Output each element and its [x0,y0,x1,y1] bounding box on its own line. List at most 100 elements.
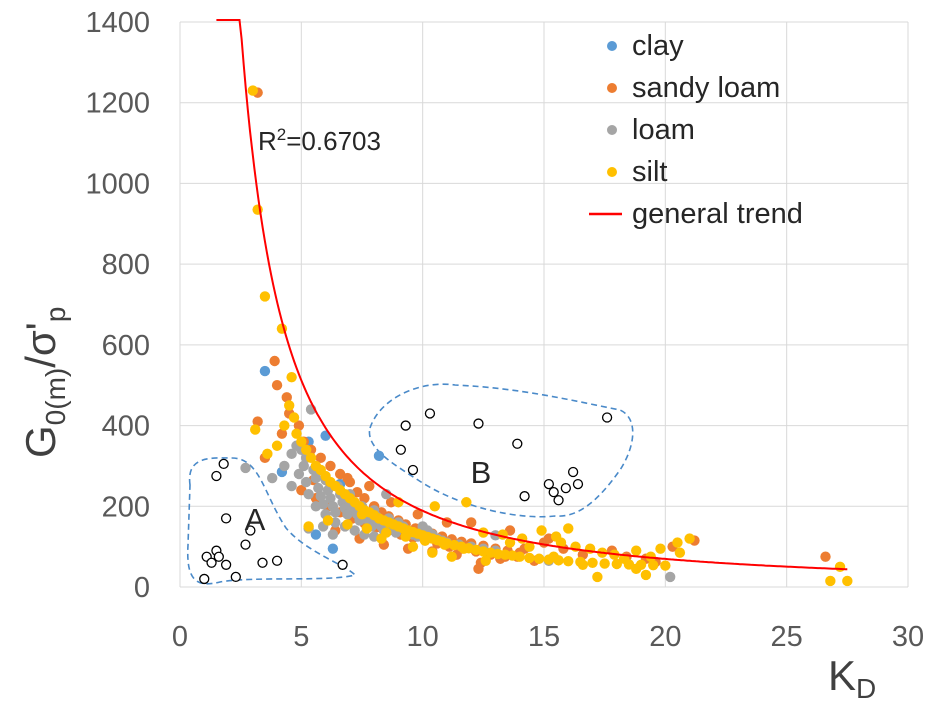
y-tick-label: 1200 [85,88,150,120]
point-silt [305,452,317,464]
point-silt [655,543,666,554]
x-tick-label: 20 [649,621,681,653]
point-open-circles [218,458,229,470]
x-tick-label: 5 [293,621,309,653]
point-silt [288,412,300,423]
point-silt [660,560,671,571]
x-tick-label: 10 [407,621,439,653]
point-open-circles [337,559,348,570]
legend-clay-marker [607,41,617,51]
region-b-outline [368,383,634,518]
point-silt [834,561,846,573]
point-silt [524,552,535,564]
point-silt [250,424,261,435]
point-silt [291,428,302,439]
x-tick-label: 25 [771,621,803,653]
point-open-circles [548,487,559,498]
point-open-circles [543,478,555,490]
point-sandy-loam [276,428,288,439]
point-silt [536,525,547,536]
point-loam [315,490,326,502]
point-sandy-loam [412,509,424,520]
point-silt [262,448,273,460]
point-silt [524,541,535,552]
point-silt [684,533,695,544]
legend-sandy-loam-label: sandy loam [632,72,780,104]
point-silt [587,557,598,568]
point-open-circles [473,418,484,429]
point-loam [300,476,312,488]
legend-sandy-loam-marker [607,83,617,93]
point-open-circles [560,482,571,494]
point-sandy-loam [466,517,477,528]
point-open-circles [395,444,406,455]
point-open-circles [245,525,256,536]
point-silt [271,440,283,451]
point-silt [407,541,419,552]
point-open-circles [220,513,232,524]
gridlines [179,21,909,588]
point-open-circles [407,464,419,476]
point-silt [825,575,836,587]
point-loam [342,509,353,520]
point-silt [648,560,659,571]
point-open-circles [601,412,613,423]
point-silt [356,509,368,520]
region-outlines [186,383,634,585]
point-silt [563,523,574,534]
point-sandy-loam [252,416,263,427]
point-open-circles [400,420,411,431]
point-sandy-loam [315,452,326,464]
point-sandy-loam [342,472,353,484]
point-silt [429,501,440,512]
point-clay [310,529,322,540]
point-loam [310,472,322,484]
point-sandy-loam [281,392,292,403]
point-silt [599,558,610,569]
point-silt [631,545,642,556]
point-silt [504,537,516,548]
point-open-circles [572,478,584,490]
point-silt [480,555,491,566]
point-silt [550,531,562,542]
point-loam [664,571,676,583]
point-silt [631,563,642,575]
point-sandy-loam [473,563,484,575]
point-open-circles [512,438,523,449]
point-loam [267,472,278,484]
point-silt [361,523,373,534]
y-axis-label: G0(m)/σ'p [17,307,71,458]
y-axis-ticks: 0 200 400 600 800 1000 1200 1400 [85,7,150,604]
y-tick-label: 400 [102,411,150,443]
point-silt [300,444,312,455]
r-squared-annotation: R2=0.6703 [258,125,381,156]
point-clay [373,450,385,462]
legend-clay-label: clay [632,30,684,62]
point-silt [303,521,314,532]
point-loam [330,507,341,518]
point-sandy-loam [820,551,831,562]
x-tick-label: 15 [528,621,560,653]
point-silt [461,497,472,508]
y-tick-label: 1000 [85,168,150,200]
point-open-circles [213,551,224,562]
point-silt [376,533,387,544]
point-open-circles [220,559,232,570]
point-loam [327,529,339,540]
point-silt [247,85,258,96]
trend-line [216,19,848,571]
point-silt [284,400,295,411]
point-loam [279,460,290,472]
point-silt [400,531,411,542]
point-loam [298,460,309,472]
point-silt [439,539,450,550]
point-silt [286,371,297,383]
point-silt [279,420,290,431]
point-open-circles [567,466,579,478]
point-silt [514,551,525,562]
point-sandy-loam [385,497,397,508]
point-open-circles [199,573,210,585]
point-open-circles [240,539,251,550]
point-silt [296,436,307,447]
x-tick-label: 0 [172,621,188,653]
